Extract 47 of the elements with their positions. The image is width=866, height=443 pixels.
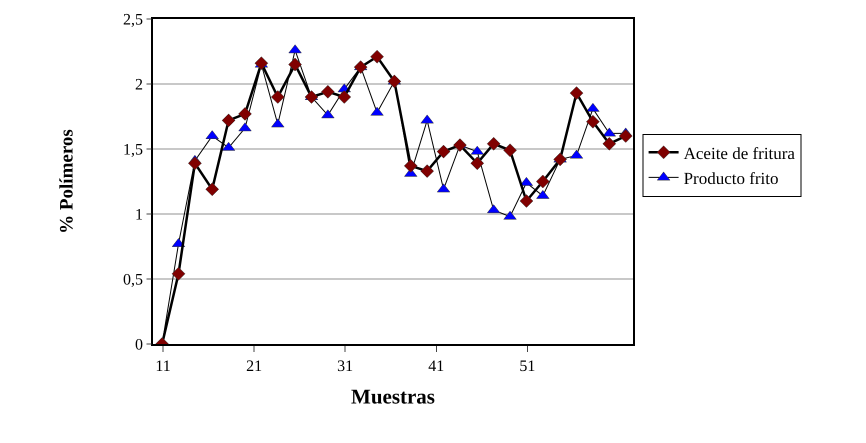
x-tick-label: 21	[246, 358, 262, 375]
point	[271, 90, 285, 104]
legend-label: Producto frito	[684, 169, 779, 188]
point	[304, 90, 318, 104]
y-tick-label: 1,5	[123, 142, 144, 159]
y-axis-title: % Polímeros	[56, 129, 78, 234]
y-tick-label: 1	[135, 206, 144, 224]
point	[321, 109, 334, 118]
point	[470, 156, 484, 170]
point	[520, 194, 534, 208]
x-tick-label: 11	[155, 358, 171, 375]
y-tick-label: 0,5	[123, 272, 144, 289]
point	[570, 86, 584, 100]
x-tick-label: 41	[428, 358, 444, 375]
x-axis-title: Muestras	[351, 384, 435, 409]
point	[238, 107, 252, 121]
point	[370, 50, 384, 64]
point	[188, 156, 202, 170]
point	[453, 138, 467, 152]
point	[503, 144, 517, 158]
point	[602, 137, 616, 151]
point	[404, 159, 418, 173]
point	[172, 267, 186, 281]
point	[222, 142, 236, 151]
point	[420, 164, 434, 178]
point	[354, 60, 368, 74]
point	[321, 85, 335, 99]
point	[254, 56, 268, 70]
legend-label: Aceite de fritura	[684, 144, 796, 163]
point	[288, 58, 302, 72]
point	[338, 90, 352, 104]
x-tick-label: 51	[519, 358, 536, 375]
y-tick-label: 2,5	[123, 12, 144, 29]
x-tick-label: 31	[337, 358, 354, 375]
y-tick-label: 2	[135, 76, 144, 94]
point	[486, 137, 500, 151]
point	[470, 146, 484, 155]
point	[436, 144, 450, 158]
y-tick-label: 0	[135, 336, 144, 354]
point	[205, 182, 219, 196]
point	[553, 152, 567, 166]
point	[388, 74, 402, 88]
point	[487, 204, 500, 214]
point	[618, 129, 632, 143]
point	[586, 114, 600, 128]
point	[222, 114, 236, 128]
point	[536, 174, 550, 188]
